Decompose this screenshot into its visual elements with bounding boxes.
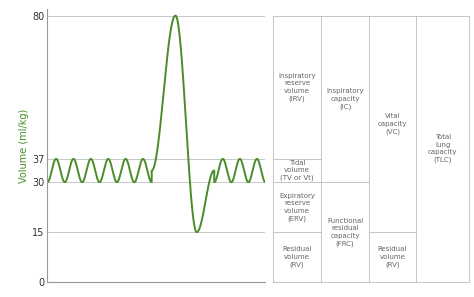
Text: Residual
volume
(RV): Residual volume (RV) [283,247,311,268]
Text: Inspiratory
reserve
volume
(IRV): Inspiratory reserve volume (IRV) [278,73,316,102]
Text: Vital
capacity
(VC): Vital capacity (VC) [378,113,407,135]
Text: Tidal
volume
(TV or Vt): Tidal volume (TV or Vt) [280,160,314,181]
Text: Functional
residual
capacity
(FRC): Functional residual capacity (FRC) [327,218,363,247]
Text: Residual
volume
(RV): Residual volume (RV) [378,247,407,268]
Text: Inspiratory
capacity
(IC): Inspiratory capacity (IC) [326,88,364,110]
Y-axis label: Volume (ml/kg): Volume (ml/kg) [19,108,29,183]
Text: Total
lung
capacity
(TLC): Total lung capacity (TLC) [428,134,457,163]
Text: Expiratory
reserve
volume
(ERV): Expiratory reserve volume (ERV) [279,193,315,222]
